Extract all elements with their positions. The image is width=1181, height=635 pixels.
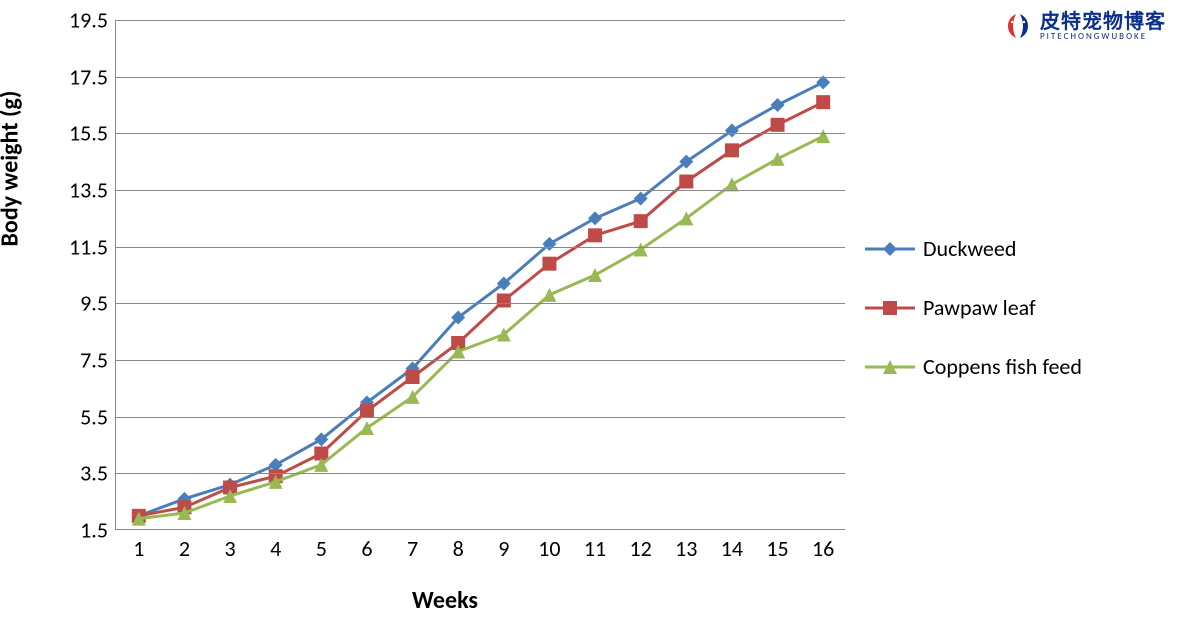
gridline bbox=[116, 247, 845, 248]
series-marker bbox=[771, 118, 785, 132]
legend: Duckweed Pawpaw leaf Coppens fish feed bbox=[865, 235, 1082, 380]
y-tick-label: 1.5 bbox=[80, 517, 108, 544]
series-marker bbox=[588, 228, 602, 242]
x-tick-label: 1 bbox=[133, 535, 144, 562]
y-tick-label: 15.5 bbox=[69, 120, 108, 147]
series-marker bbox=[542, 257, 556, 271]
legend-marker bbox=[865, 298, 915, 318]
watermark: 皮特宠物博客 PITECHONGWUBOKE bbox=[1002, 10, 1166, 42]
gridline bbox=[116, 20, 845, 21]
y-tick-label: 7.5 bbox=[80, 347, 108, 374]
series-marker bbox=[497, 294, 511, 308]
legend-label: Duckweed bbox=[923, 235, 1016, 262]
watermark-sub-text: PITECHONGWUBOKE bbox=[1040, 32, 1166, 41]
y-tick-label: 9.5 bbox=[80, 290, 108, 317]
series-marker bbox=[542, 288, 556, 302]
y-tick-label: 19.5 bbox=[69, 7, 108, 34]
series-marker bbox=[771, 98, 785, 112]
y-tick-label: 13.5 bbox=[69, 177, 108, 204]
plot-area: 1.53.55.57.59.511.513.515.517.519.512345… bbox=[115, 20, 845, 530]
series-line bbox=[139, 136, 823, 518]
series-marker bbox=[816, 129, 830, 143]
watermark-main-text: 皮特宠物博客 bbox=[1040, 12, 1166, 32]
x-tick-label: 12 bbox=[630, 535, 652, 562]
gridline bbox=[116, 473, 845, 474]
x-tick-label: 13 bbox=[675, 535, 697, 562]
watermark-text: 皮特宠物博客 PITECHONGWUBOKE bbox=[1040, 12, 1166, 41]
x-tick-label: 16 bbox=[812, 535, 834, 562]
series-line bbox=[139, 102, 823, 516]
fish-logo-icon bbox=[1002, 10, 1034, 42]
series-marker bbox=[588, 211, 602, 225]
x-tick-label: 10 bbox=[538, 535, 560, 562]
chart-svg bbox=[116, 20, 845, 529]
gridline bbox=[116, 417, 845, 418]
series-marker bbox=[679, 175, 693, 189]
legend-item: Duckweed bbox=[865, 235, 1082, 262]
gridline bbox=[116, 360, 845, 361]
gridline bbox=[116, 77, 845, 78]
x-tick-label: 4 bbox=[270, 535, 281, 562]
gridline bbox=[116, 303, 845, 304]
x-tick-label: 11 bbox=[584, 535, 606, 562]
chart-container: Body weight (g) Weeks 1.53.55.57.59.511.… bbox=[20, 10, 870, 610]
y-tick-label: 11.5 bbox=[69, 233, 108, 260]
gridline bbox=[116, 190, 845, 191]
series-marker bbox=[634, 214, 648, 228]
x-tick-label: 7 bbox=[407, 535, 418, 562]
y-axis-label: Body weight (g) bbox=[0, 91, 25, 247]
x-tick-label: 6 bbox=[361, 535, 372, 562]
gridline bbox=[116, 133, 845, 134]
series-marker bbox=[406, 370, 420, 384]
legend-marker bbox=[865, 357, 915, 377]
series-marker bbox=[725, 143, 739, 157]
x-tick-label: 15 bbox=[766, 535, 788, 562]
x-tick-label: 9 bbox=[498, 535, 509, 562]
y-tick-label: 3.5 bbox=[80, 460, 108, 487]
series-marker bbox=[771, 152, 785, 166]
y-tick-label: 5.5 bbox=[80, 403, 108, 430]
legend-item: Coppens fish feed bbox=[865, 353, 1082, 380]
series-marker bbox=[588, 268, 602, 282]
x-tick-label: 8 bbox=[453, 535, 464, 562]
x-tick-label: 14 bbox=[721, 535, 743, 562]
x-tick-label: 2 bbox=[179, 535, 190, 562]
legend-item: Pawpaw leaf bbox=[865, 294, 1082, 321]
y-tick-label: 17.5 bbox=[69, 63, 108, 90]
x-tick-label: 5 bbox=[316, 535, 327, 562]
series-line bbox=[139, 82, 823, 516]
legend-label: Pawpaw leaf bbox=[923, 294, 1036, 321]
legend-label: Coppens fish feed bbox=[923, 353, 1082, 380]
x-axis-label: Weeks bbox=[412, 586, 478, 615]
legend-marker bbox=[865, 239, 915, 259]
x-tick-label: 3 bbox=[224, 535, 235, 562]
series-marker bbox=[816, 95, 830, 109]
